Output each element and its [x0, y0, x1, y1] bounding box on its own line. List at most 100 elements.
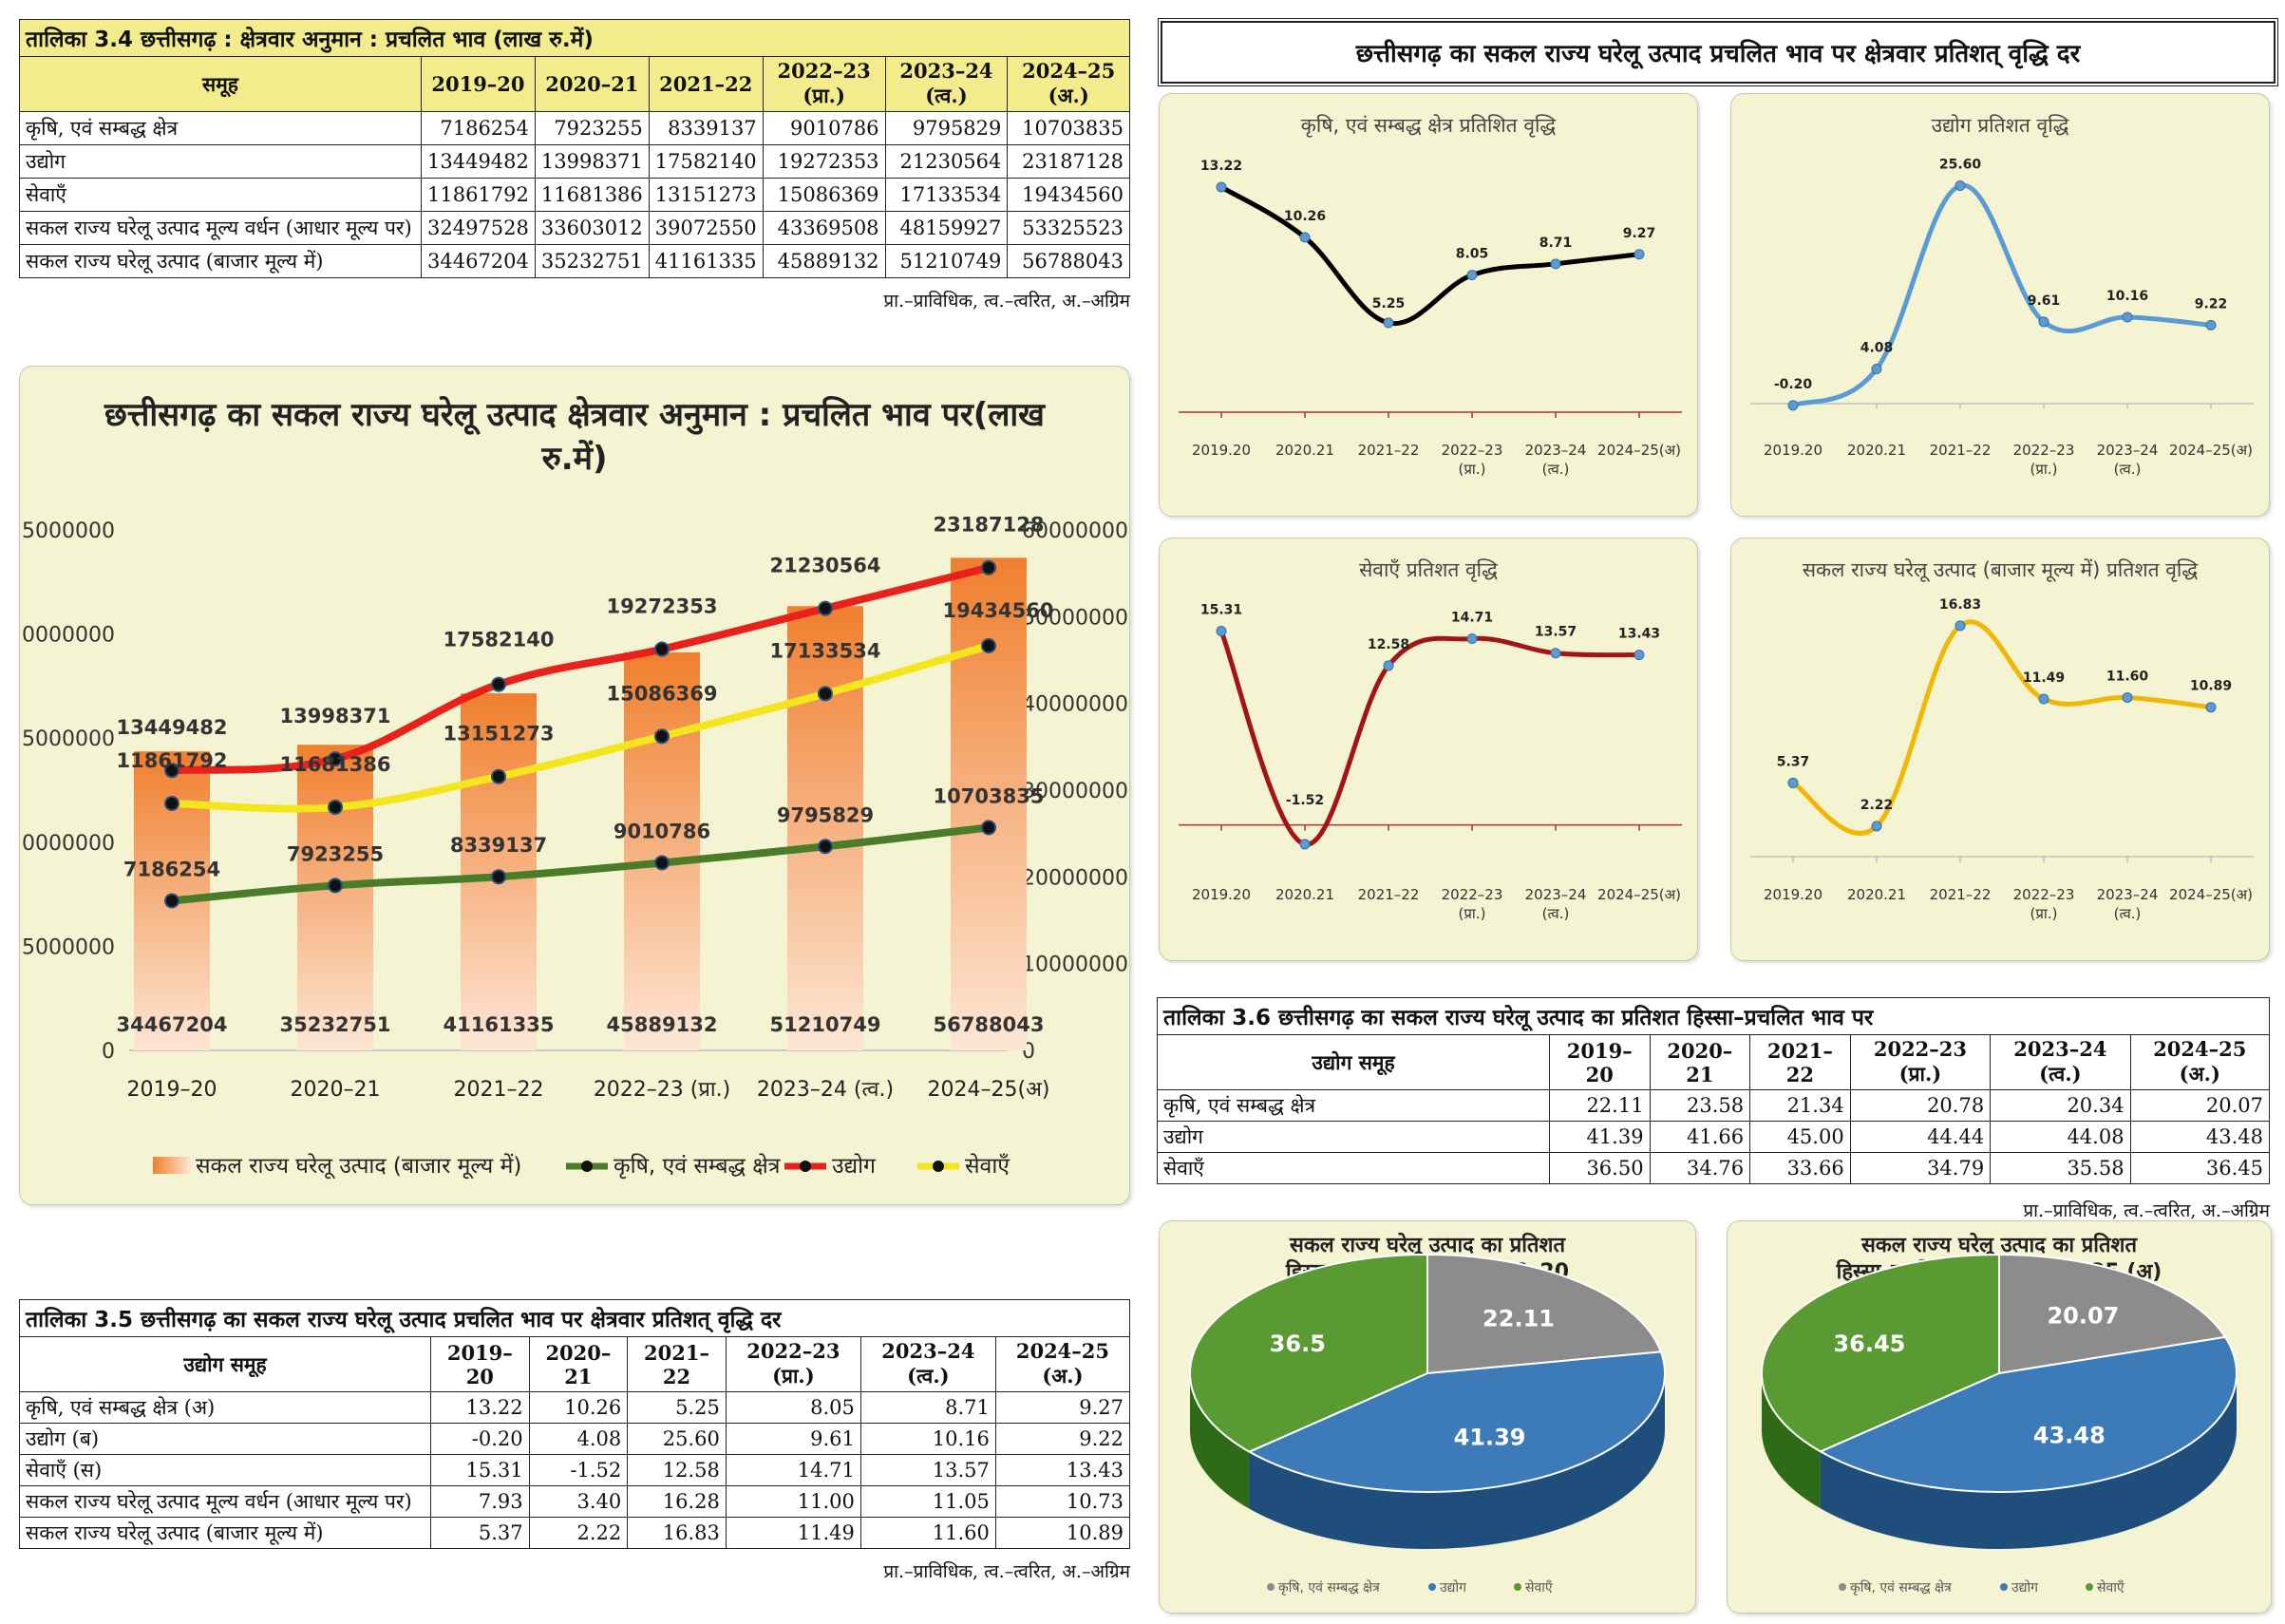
growth-point-label: 10.16: [2106, 289, 2148, 304]
x-tick-label: 2023–24: [1525, 442, 1587, 459]
header-cell: 2023–24 (त्व.): [859, 1336, 996, 1392]
left-tick-label: 0: [102, 1040, 115, 1064]
growth-point-label: 9.27: [1623, 226, 1656, 241]
legend-swatch-point: [800, 1161, 811, 1172]
x-tick-label-sub: (प्रा.): [2030, 461, 2058, 478]
growth-point: [1633, 650, 1645, 661]
series-point-label: 13449482: [117, 716, 228, 739]
pie-legend-label: सेवाएँ: [2097, 1579, 2124, 1596]
gsdp-sector-chart-panel: छत्तीसगढ़ का सकल राज्य घरेलू उत्पाद क्षे…: [19, 366, 1130, 1205]
header-cell: 2020–21: [1649, 1034, 1751, 1090]
cell-value: 2.22: [528, 1517, 629, 1549]
cell-value: 23.58: [1649, 1089, 1751, 1122]
pie-slice: [1998, 1253, 2227, 1375]
pie-legend-swatch: [1428, 1583, 1436, 1591]
chart-title-line-1: छत्तीसगढ़ का सकल राज्य घरेलू उत्पाद क्षे…: [104, 395, 1046, 436]
pie-legend-label: कृषि, एवं सम्बद्ध क्षेत्र: [1278, 1579, 1380, 1596]
x-tick-label: 2020.21: [1847, 442, 1906, 459]
series-point-label: 11681386: [280, 753, 391, 776]
growth-line: [1218, 629, 1642, 847]
series-point-label: 19272353: [607, 595, 718, 618]
growth-point: [1871, 821, 1882, 832]
cell-value: 15086369: [762, 178, 886, 212]
x-tick-label-sub: (प्रा.): [1459, 461, 1486, 478]
x-tick-label-sub: (प्रा.): [2030, 905, 2058, 922]
header-cell: 2024–25 (अ.): [1007, 56, 1130, 112]
cell-value: 32497528: [421, 211, 536, 245]
pie-slice: [1818, 1335, 2238, 1493]
growth-point: [1787, 400, 1799, 411]
left-tick-label: 5000000: [22, 935, 115, 959]
growth-line: [1790, 619, 2214, 836]
series-point: [328, 799, 343, 815]
x-tick-label-sub: (त्व.): [2114, 461, 2142, 478]
pie-legend-label: सेवाएँ: [1525, 1579, 1553, 1596]
gsdp-bar-label: 41161335: [444, 1013, 555, 1036]
cell-value: 16.83: [627, 1517, 727, 1549]
pie-legend-swatch: [1839, 1583, 1846, 1591]
row-label: उद्योग: [1157, 1121, 1550, 1153]
cell-value: 35.58: [1990, 1152, 2131, 1184]
growth-point: [1383, 660, 1394, 671]
x-tick-label-sub: (त्व.): [2114, 905, 2142, 922]
cell-value: 9795829: [884, 111, 1009, 145]
table-row: कृषि, एवं सम्बद्ध क्षेत्र 22.11 23.58 21.34…: [1157, 1089, 2271, 1122]
legend-swatch-point: [581, 1161, 593, 1172]
gsdp-bar: [787, 606, 863, 1050]
growth-point-label: 15.31: [1200, 603, 1242, 618]
growth-point: [1550, 648, 1561, 659]
x-tick-label: 2023–24: [1525, 886, 1587, 903]
cell-value: 25.60: [627, 1423, 727, 1455]
growth-point: [1466, 633, 1478, 645]
legend-swatch-point: [933, 1161, 944, 1172]
table-3-5-grid: उद्योग समूह 2019–20 2020–21 2021–22 2022–23 …: [19, 1336, 1131, 1549]
series-point: [164, 795, 179, 811]
x-tick-label-sub: (त्व.): [1542, 461, 1570, 478]
growth-point: [2205, 702, 2217, 713]
cell-value: 10703835: [1007, 111, 1130, 145]
series-point-label: 7186254: [123, 858, 220, 880]
cell-value: 45.00: [1749, 1121, 1851, 1153]
growth-point: [1466, 270, 1478, 281]
growth-point-label: 4.08: [1860, 340, 1894, 355]
table-3-4: तालिका 3.4 छत्तीसगढ़ : क्षेत्रवार अनुमान…: [19, 19, 1130, 312]
table-row: सेवाएँ 36.50 34.76 33.66 34.79 35.58 36.45: [1157, 1152, 2271, 1184]
series-point: [654, 641, 670, 657]
x-tick-label: 2023–24: [2097, 442, 2159, 459]
gsdp-bar: [624, 651, 700, 1050]
series-point-label: 15086369: [607, 682, 718, 705]
x-tick-label: 2019.20: [1192, 442, 1251, 459]
cell-value: 44.44: [1849, 1121, 1992, 1153]
growth-point-label: 25.60: [1939, 158, 1982, 173]
series-point: [981, 559, 996, 576]
series-point: [328, 751, 343, 767]
growth-point: [1216, 181, 1227, 193]
x-tick-label: 2020.21: [1847, 886, 1906, 903]
pie-legend-swatch: [2086, 1583, 2093, 1591]
cell-value: 21.34: [1749, 1089, 1851, 1122]
series-point: [164, 763, 179, 779]
growth-industry-panel: उद्योग प्रतिशत वृद्धि 2019.20 2020.21 2021–…: [1730, 93, 2270, 517]
legend-swatch-gsdp: [153, 1157, 191, 1174]
table-row: सकल राज्य घरेलू उत्पाद (बाजार मूल्य में)…: [19, 1517, 1131, 1549]
pie-2019-chart: सकल राज्य घरेलू उत्पाद का प्रतिशतहिस्सा–…: [1189, 1232, 1666, 1596]
series-line-services: [168, 641, 992, 813]
pie-slice: [1761, 1253, 2000, 1453]
cell-value: 17133534: [884, 178, 1009, 212]
gsdp-bar-label: 56788043: [934, 1013, 1045, 1036]
cell-value: 36.50: [1549, 1152, 1651, 1184]
cell-value: 20.34: [1990, 1089, 2131, 1122]
cell-value: 34467204: [421, 244, 536, 278]
growth-point: [1299, 232, 1311, 243]
growth-point: [1216, 626, 1227, 637]
cell-value: 43.48: [2129, 1121, 2271, 1153]
pie-2024-chart: सकल राज्य घरेलू उत्पाद का प्रतिशतहिस्सा–…: [1761, 1232, 2238, 1596]
x-tick-label: 2024–25(अ): [1597, 442, 1681, 459]
table-row: सकल राज्य घरेलू उत्पाद मूल्य वर्धन (आधार…: [19, 211, 1130, 245]
series-point-label: 17133534: [770, 639, 881, 662]
growth-services-panel: सेवाएँ प्रतिशत वृद्धि 2019.20 2020.21 2021–…: [1159, 538, 1698, 961]
growth-point-label: 13.22: [1200, 159, 1242, 174]
table-3-5: तालिका 3.5 छत्तीसगढ़ का सकल राज्य घरेलू …: [19, 1299, 1131, 1583]
series-point: [164, 893, 179, 909]
cell-value: 20.78: [1849, 1089, 1992, 1122]
